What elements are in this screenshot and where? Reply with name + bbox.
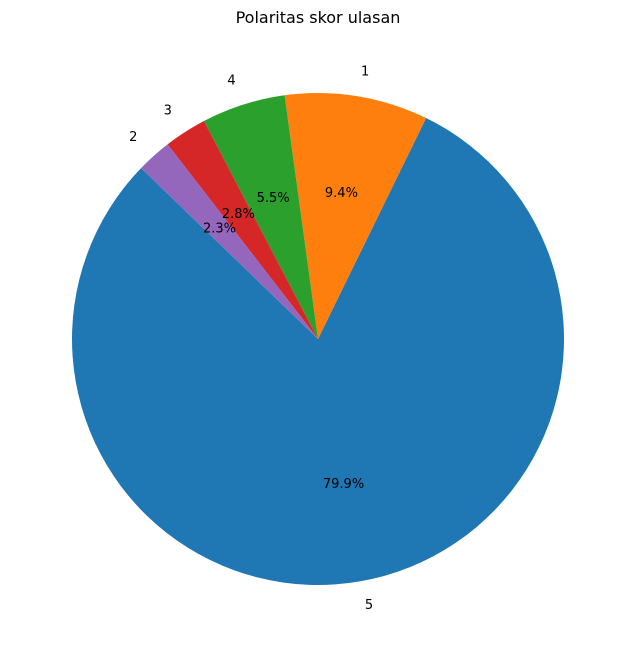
pie-slice-1 — [284, 93, 427, 339]
slice-label-5: 5 — [365, 598, 373, 613]
slice-label-1: 1 — [361, 64, 369, 79]
pie-labels: 5 79.9% 1 9.4% 4 5.5% 3 2.8% 2 2.3% — [129, 64, 373, 613]
slice-label-2: 2 — [129, 130, 137, 145]
chart-title: Polaritas skor ulasan — [236, 8, 401, 27]
percent-label-1: 9.4% — [325, 186, 358, 201]
percent-label-3: 2.8% — [222, 207, 255, 222]
slice-label-4: 4 — [227, 74, 235, 89]
pie-slice-4 — [203, 95, 318, 339]
percent-label-2: 2.3% — [203, 222, 236, 237]
pie-slice-5 — [71, 118, 564, 585]
percent-label-4: 5.5% — [257, 191, 290, 206]
pie-slices — [71, 93, 564, 585]
percent-label-5: 79.9% — [323, 477, 364, 492]
pie-slice-3 — [167, 121, 318, 339]
slice-label-3: 3 — [164, 104, 172, 119]
pie-slice-2 — [141, 144, 318, 339]
